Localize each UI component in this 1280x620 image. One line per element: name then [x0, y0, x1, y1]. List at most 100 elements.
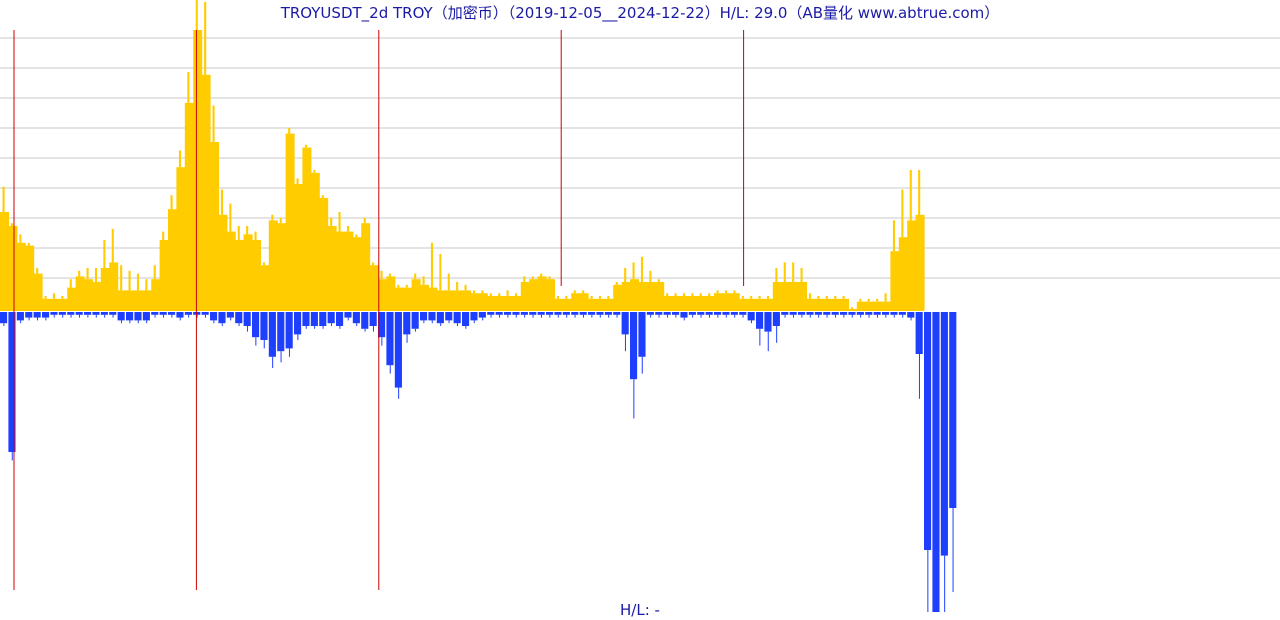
lower-spike — [885, 314, 887, 318]
upper-spike — [61, 296, 64, 299]
upper-spike — [615, 282, 618, 285]
lower-bar — [604, 312, 612, 315]
upper-spike — [36, 268, 39, 274]
lower-spike — [78, 314, 80, 318]
upper-spike — [111, 228, 114, 263]
upper-series — [0, 0, 925, 311]
upper-spike — [489, 293, 492, 296]
lower-spike — [692, 314, 694, 318]
upper-bar — [688, 296, 698, 310]
lower-bar — [672, 312, 680, 315]
upper-spike — [708, 293, 711, 296]
upper-bar — [268, 220, 278, 310]
lower-bar — [798, 312, 806, 315]
upper-spike — [632, 262, 635, 280]
lower-bar — [403, 312, 411, 335]
lower-bar — [184, 312, 192, 315]
lower-spike — [952, 508, 954, 592]
lower-spike — [860, 314, 862, 318]
upper-spike — [775, 268, 778, 282]
lower-bar — [16, 312, 24, 321]
upper-bar — [772, 282, 782, 310]
upper-bar — [504, 296, 513, 310]
lower-bar — [176, 312, 184, 318]
upper-bar — [67, 287, 77, 310]
upper-spike — [380, 270, 383, 280]
upper-bar — [243, 234, 253, 310]
lower-spike — [440, 323, 442, 326]
upper-spike — [128, 270, 131, 291]
upper-spike — [372, 262, 375, 266]
lower-bar — [714, 312, 722, 315]
lower-bar — [705, 312, 713, 315]
lower-bar — [168, 312, 176, 315]
upper-spike — [506, 290, 509, 296]
upper-spike — [808, 293, 812, 299]
upper-spike — [607, 296, 610, 299]
upper-spike — [313, 170, 316, 173]
upper-spike — [397, 284, 400, 288]
upper-spike — [624, 268, 627, 282]
upper-bar — [193, 30, 203, 310]
lower-bar — [302, 312, 310, 326]
upper-spike — [439, 254, 442, 291]
lower-bar — [554, 312, 562, 315]
lower-spike — [624, 334, 626, 352]
upper-bar — [512, 296, 522, 310]
upper-bar — [697, 296, 707, 310]
lower-bar — [646, 312, 654, 315]
lower-bar — [50, 312, 58, 315]
lower-bar — [268, 312, 276, 357]
upper-bar — [873, 301, 883, 310]
upper-bar — [865, 301, 875, 310]
upper-bar — [100, 268, 110, 310]
upper-bar — [756, 298, 765, 310]
lower-spike — [314, 326, 316, 329]
upper-bar — [142, 290, 152, 310]
lower-bar — [453, 312, 461, 324]
upper-bar — [672, 296, 681, 310]
lower-spike — [717, 314, 719, 318]
lower-bar — [495, 312, 503, 315]
lower-bar — [932, 312, 940, 612]
lower-bar — [134, 312, 142, 321]
upper-spike — [540, 273, 543, 277]
upper-bar — [655, 282, 665, 310]
upper-bar — [428, 287, 438, 310]
lower-bar — [218, 312, 226, 324]
lower-bar — [856, 312, 864, 315]
lower-bar — [873, 312, 881, 315]
lower-bar — [159, 312, 167, 315]
lower-spike — [532, 314, 534, 318]
lower-spike — [549, 314, 551, 318]
upper-bar — [814, 298, 824, 310]
lower-bar — [25, 312, 33, 318]
upper-spike — [204, 1, 207, 75]
lower-spike — [708, 314, 710, 318]
lower-spike — [120, 320, 122, 324]
upper-spike — [288, 128, 291, 134]
lower-spike — [784, 314, 786, 318]
lower-bar — [117, 312, 125, 321]
lower-spike — [473, 320, 475, 324]
lower-spike — [582, 314, 584, 318]
upper-bar — [336, 231, 345, 310]
lower-bar — [201, 312, 209, 315]
lower-bar — [226, 312, 234, 318]
upper-bar — [529, 279, 539, 310]
lower-spike — [146, 320, 148, 324]
upper-bar — [445, 290, 455, 310]
lower-bar — [537, 312, 545, 315]
upper-spike — [229, 203, 232, 232]
lower-spike — [238, 323, 240, 326]
upper-bar — [898, 237, 908, 310]
upper-bar — [361, 223, 371, 310]
lower-spike — [221, 323, 223, 326]
upper-bar — [596, 298, 606, 310]
upper-spike — [691, 293, 694, 296]
upper-bar — [394, 287, 404, 310]
upper-bar — [310, 172, 320, 310]
upper-bar — [218, 214, 228, 310]
upper-bar — [806, 298, 816, 310]
